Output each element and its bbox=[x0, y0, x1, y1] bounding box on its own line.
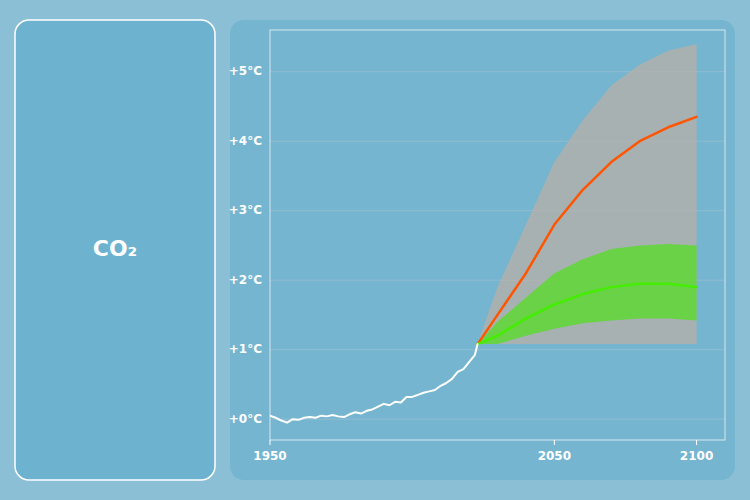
band bbox=[478, 44, 697, 344]
x-tick bbox=[696, 440, 697, 445]
data-group bbox=[270, 44, 697, 423]
chart: CO₂ +0°C +1°C +2°C +3°C +4°C +5°C 1950 2050 2100 bbox=[0, 0, 750, 500]
grid-line bbox=[270, 419, 725, 420]
line bbox=[478, 284, 697, 344]
x-tick bbox=[270, 440, 271, 445]
x-tick-label: 1950 bbox=[253, 449, 286, 463]
y-tick-label: +2°C bbox=[229, 273, 262, 287]
side-panel bbox=[15, 20, 215, 480]
x-tick bbox=[554, 440, 555, 445]
y-tick-label: +3°C bbox=[229, 203, 262, 217]
line bbox=[478, 117, 697, 344]
grid-line bbox=[270, 349, 725, 350]
plot-panel bbox=[230, 20, 735, 480]
line bbox=[270, 344, 478, 423]
y-tick-label: +1°C bbox=[229, 342, 262, 356]
y-tick-label: +0°C bbox=[229, 412, 262, 426]
plot-frame bbox=[270, 30, 725, 440]
x-tick-label: 2100 bbox=[680, 449, 713, 463]
x-tick-label: 2050 bbox=[538, 449, 571, 463]
y-tick-label: +5°C bbox=[229, 64, 262, 78]
annotation: CO₂ bbox=[93, 236, 137, 261]
y-tick-label: +4°C bbox=[229, 134, 262, 148]
